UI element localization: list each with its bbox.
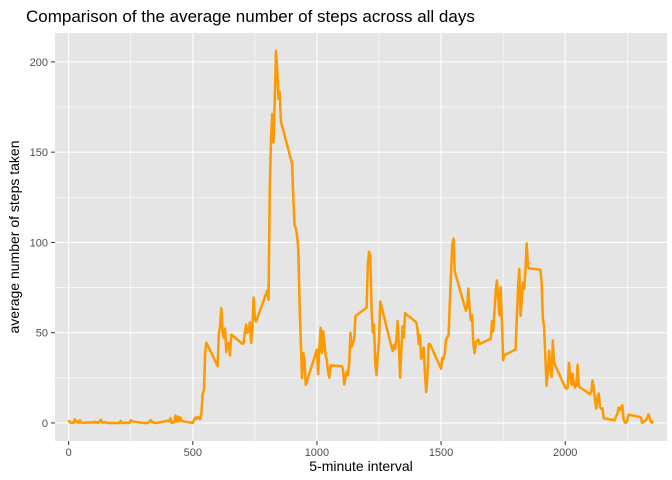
major-gridlines [55, 33, 667, 441]
series-line-0 [67, 49, 655, 425]
plot-panel [55, 33, 667, 441]
x-axis-label: 5-minute interval [309, 458, 413, 474]
chart-title: Comparison of the average number of step… [26, 7, 475, 26]
y-tick-label: 200 [30, 57, 48, 69]
y-tick-label: 150 [30, 147, 48, 159]
x-tick-label: 1000 [305, 447, 329, 459]
series-layer [67, 49, 655, 425]
x-tick-label: 1500 [429, 447, 453, 459]
x-tick-label: 0 [66, 447, 72, 459]
x-axis: 0 500 1000 1500 2000 [66, 441, 577, 459]
y-tick-label: 100 [30, 237, 48, 249]
y-axis-label: average number of steps taken [6, 140, 22, 333]
x-tick-label: 2000 [553, 447, 577, 459]
y-axis: 0 50 100 150 200 [30, 57, 55, 430]
x-tick-label: 500 [184, 447, 202, 459]
y-tick-label: 50 [36, 328, 48, 340]
y-tick-label: 0 [42, 418, 48, 430]
